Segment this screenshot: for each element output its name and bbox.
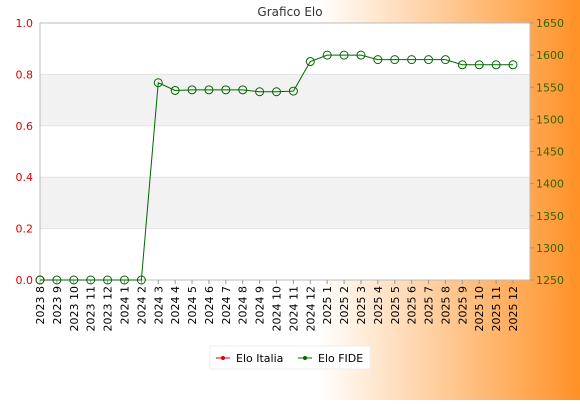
data-point bbox=[373, 55, 383, 65]
series-layer bbox=[35, 50, 518, 285]
x-tick-label: 2023 10 bbox=[68, 286, 81, 332]
data-point bbox=[136, 275, 146, 285]
data-point bbox=[424, 55, 434, 65]
data-point bbox=[221, 85, 231, 95]
x-tick-label: 2025 9 bbox=[456, 286, 469, 325]
x-tick-label: 2025 5 bbox=[389, 286, 402, 325]
x-tick-label: 2024 10 bbox=[271, 286, 284, 332]
data-point bbox=[255, 87, 265, 97]
series-line bbox=[40, 54, 513, 281]
left-tick-label: 0.2 bbox=[16, 223, 34, 236]
x-tick-label: 2024 3 bbox=[152, 286, 165, 325]
right-tick-label: 1250 bbox=[536, 274, 564, 287]
x-tick-label: 2024 2 bbox=[135, 286, 148, 325]
data-point bbox=[322, 50, 332, 60]
x-tick-label: 2024 6 bbox=[203, 286, 216, 325]
x-tick-label: 2025 1 bbox=[321, 286, 334, 325]
x-tick-label: 2023 9 bbox=[51, 286, 64, 325]
data-point bbox=[238, 85, 248, 95]
x-tick-label: 2024 1 bbox=[118, 286, 131, 325]
x-tick-label: 2024 9 bbox=[254, 286, 267, 325]
right-tick-label: 1650 bbox=[536, 17, 564, 30]
x-tick-label: 2025 12 bbox=[507, 286, 520, 332]
legend-label-elo-italia: Elo Italia bbox=[236, 352, 283, 365]
right-tick-label: 1600 bbox=[536, 49, 564, 62]
legend-label-elo-fide: Elo FIDE bbox=[318, 352, 363, 365]
data-point bbox=[457, 60, 467, 70]
data-point bbox=[272, 87, 281, 97]
data-point bbox=[187, 85, 197, 95]
legend-marker-elo-italia bbox=[221, 356, 225, 360]
x-tick-label: 2023 12 bbox=[102, 286, 115, 332]
left-tick-label: 0.8 bbox=[16, 68, 34, 81]
plot-area bbox=[40, 23, 530, 280]
data-point bbox=[35, 275, 45, 285]
chart-title: Grafico Elo bbox=[257, 5, 322, 19]
right-tick-label: 1450 bbox=[536, 146, 564, 159]
x-tick-label: 2024 8 bbox=[237, 286, 250, 325]
x-tick-label: 2025 2 bbox=[338, 286, 351, 325]
plot-bands bbox=[40, 23, 530, 280]
x-tick-label: 2023 8 bbox=[34, 286, 47, 325]
data-point bbox=[69, 275, 79, 285]
data-point bbox=[103, 275, 113, 285]
right-tick-label: 1550 bbox=[536, 81, 564, 94]
x-tick-label: 2025 11 bbox=[490, 286, 503, 332]
series-elo-fide bbox=[35, 50, 518, 285]
x-tick-label: 2025 4 bbox=[372, 286, 385, 325]
data-point bbox=[356, 50, 366, 60]
x-tick-label: 2025 10 bbox=[473, 286, 486, 332]
x-tick-label: 2024 4 bbox=[169, 286, 182, 325]
data-point bbox=[474, 60, 484, 70]
x-tick-label: 2025 8 bbox=[439, 286, 452, 325]
left-tick-label: 0.0 bbox=[16, 274, 34, 287]
x-tick-label: 2025 7 bbox=[423, 286, 436, 325]
x-tick-label: 2025 6 bbox=[406, 286, 419, 325]
right-tick-label: 1350 bbox=[536, 210, 564, 223]
data-point bbox=[440, 55, 450, 65]
data-point bbox=[305, 57, 315, 67]
data-point bbox=[390, 55, 400, 65]
x-tick-label: 2024 12 bbox=[304, 286, 317, 332]
left-tick-label: 1.0 bbox=[16, 17, 34, 30]
x-tick-label: 2024 5 bbox=[186, 286, 199, 325]
right-tick-label: 1300 bbox=[536, 242, 564, 255]
data-point bbox=[339, 50, 349, 60]
data-point bbox=[407, 55, 417, 65]
x-tick-label: 2024 7 bbox=[220, 286, 233, 325]
legend-item-elo-fide: Elo FIDE bbox=[298, 352, 363, 365]
x-tick-label: 2024 11 bbox=[287, 286, 300, 332]
left-tick-label: 0.4 bbox=[16, 171, 34, 184]
right-tick-label: 1500 bbox=[536, 113, 564, 126]
left-tick-label: 0.6 bbox=[16, 120, 34, 133]
right-tick-label: 1400 bbox=[536, 178, 564, 191]
legend-item-elo-italia: Elo Italia bbox=[216, 352, 283, 365]
data-point bbox=[508, 60, 518, 70]
data-point bbox=[204, 85, 214, 95]
plot-band bbox=[40, 177, 530, 229]
legend: Elo Italia Elo FIDE bbox=[209, 345, 371, 370]
legend-box bbox=[209, 345, 371, 370]
data-point bbox=[288, 86, 298, 96]
right-axis: 1250 1300 1350 1400 1450 1500 1550 1600 1650 bbox=[530, 17, 564, 287]
data-point bbox=[52, 275, 62, 285]
plot-band bbox=[40, 74, 530, 126]
x-tick-label: 2025 3 bbox=[355, 286, 368, 325]
legend-marker-elo-fide bbox=[303, 356, 307, 360]
data-point bbox=[491, 60, 501, 70]
left-axis: 0.0 0.2 0.4 0.6 0.8 1.0 bbox=[16, 17, 34, 287]
data-point bbox=[86, 275, 96, 285]
data-point bbox=[153, 78, 163, 88]
x-tick-label: 2023 11 bbox=[85, 286, 98, 332]
data-point bbox=[119, 275, 129, 285]
data-point bbox=[170, 85, 180, 95]
